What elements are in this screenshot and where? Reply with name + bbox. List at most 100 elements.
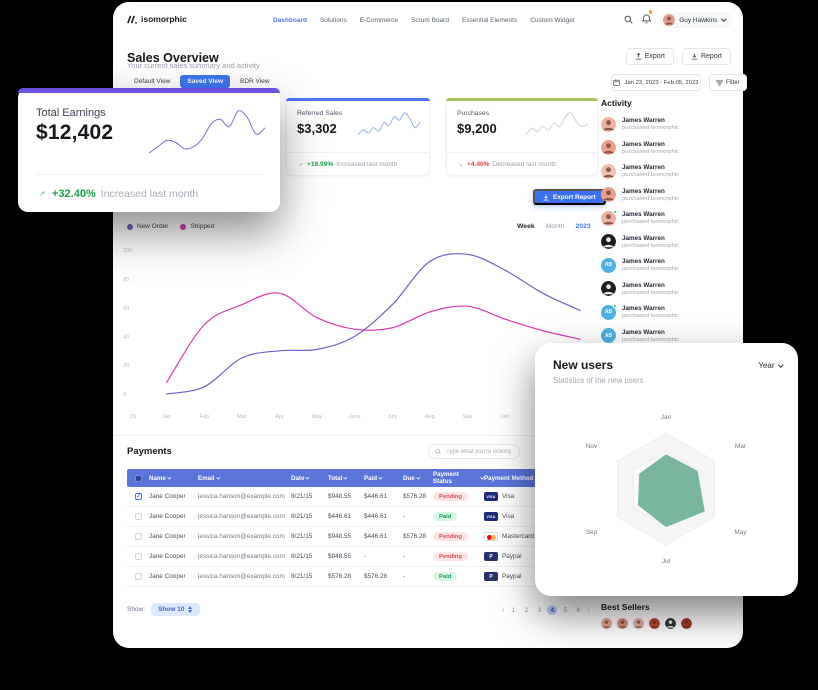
cell-status: Pending <box>433 492 484 501</box>
activity-item[interactable]: James Warren purchased Isomorphic <box>601 163 731 179</box>
nav-item-solutions[interactable]: Solutions <box>319 16 347 24</box>
activity-panel: Activity James Warren purchased Isomorphi… <box>601 98 731 343</box>
tab-saved-view[interactable]: Saved View <box>180 75 231 88</box>
best-seller-avatar[interactable] <box>681 618 692 629</box>
column-header-due[interactable]: Due <box>403 475 433 482</box>
next-page-icon[interactable]: › <box>587 606 590 614</box>
page-3[interactable]: 3 <box>537 606 542 614</box>
best-seller-avatar[interactable] <box>601 618 612 629</box>
nav-right: Guy Hawkins <box>624 2 732 38</box>
page-6[interactable]: 6 <box>576 606 581 614</box>
page-size-select[interactable]: Show 10 <box>151 603 201 616</box>
activity-item[interactable]: James Warren purchased Isomorphic <box>601 187 731 202</box>
column-header-payment-status[interactable]: Payment Status <box>433 471 485 485</box>
activity-item[interactable]: James Warren purchased Isomorphic <box>601 234 731 249</box>
nav-item-custom-widget[interactable]: Custom Widget <box>530 16 575 24</box>
nav-item-scrum-board[interactable]: Scrum Board <box>411 16 449 24</box>
table-row[interactable]: Jane Cooper jessica.hanson@example.com 8/2… <box>127 507 623 527</box>
app-logo[interactable]: isomorphic <box>126 14 187 24</box>
column-header-paid[interactable]: Paid <box>364 475 403 482</box>
page-2[interactable]: 2 <box>524 606 529 614</box>
activity-item[interactable]: AB James Warren purchased Isomorphic <box>601 257 731 273</box>
table-row[interactable]: Jane Cooper jessica.hanson@example.com 8/2… <box>127 527 623 547</box>
cell-status: Pending <box>433 552 484 561</box>
activity-action: purchased Isomorphic <box>622 266 680 272</box>
row-checkbox[interactable] <box>135 573 142 580</box>
tab-bdr-view[interactable]: BDR View <box>240 78 270 85</box>
activity-user-name: James Warren <box>622 328 665 336</box>
tab-default-view[interactable]: Default View <box>134 78 171 85</box>
logo-text: isomorphic <box>141 14 187 24</box>
prev-page-icon[interactable]: ‹ <box>502 606 505 614</box>
best-seller-avatar[interactable] <box>617 618 628 629</box>
activity-user-name: James Warren <box>622 258 665 265</box>
select-all-checkbox[interactable] <box>135 474 142 482</box>
svg-text:Sep: Sep <box>463 414 473 420</box>
filter-button[interactable]: Filter <box>709 74 747 91</box>
payment-method: VISA Visa <box>484 512 623 521</box>
row-checkbox[interactable] <box>135 513 142 520</box>
best-seller-avatar[interactable] <box>665 618 676 629</box>
notifications-icon[interactable] <box>641 10 653 29</box>
table-row[interactable]: ✓ Jane Cooper jessica.hanson@example.com 8/… <box>127 487 623 507</box>
column-header-payment-method[interactable]: Payment Method <box>484 475 623 482</box>
cell-paid: $576.28 <box>364 573 388 580</box>
cell-date: 8/21/15 <box>291 573 313 580</box>
nav-item-e-commerce[interactable]: E-Commerce <box>359 16 398 24</box>
svg-text:20: 20 <box>123 363 129 369</box>
row-checkbox[interactable]: ✓ <box>135 493 142 500</box>
svg-text:Feb: Feb <box>199 414 208 420</box>
cell-status: Paid <box>433 512 484 521</box>
cell-due: $576.28 <box>403 533 427 540</box>
row-checkbox[interactable] <box>135 553 142 560</box>
page-title: Sales Overview <box>127 51 219 66</box>
search-input[interactable] <box>444 447 513 456</box>
sort-icon <box>343 475 348 480</box>
report-button[interactable]: Report <box>681 48 731 65</box>
period-month[interactable]: Month <box>545 223 565 230</box>
page-1[interactable]: 1 <box>511 606 516 614</box>
search-icon[interactable] <box>624 11 633 29</box>
column-header-total[interactable]: Total <box>328 475 364 482</box>
activity-item[interactable]: James Warren purchased Isomorphic <box>601 281 731 296</box>
stat-card-purchases: Purchases $9,200 → +4.40% Decreased last… <box>446 98 598 176</box>
date-range-picker[interactable]: Jan 23, 2023 - Feb 05, 2023 <box>611 74 701 91</box>
activity-item[interactable]: James Warren purchased Isomorphic <box>601 140 731 155</box>
activity-item[interactable]: AB James Warren purchased Isomorphic <box>601 303 731 320</box>
nav-item-dashboard[interactable]: Dashboard <box>273 16 307 24</box>
year-select[interactable]: Year <box>758 361 783 370</box>
nav-item-essential-elements[interactable]: Essential Elements <box>461 16 518 24</box>
page-4[interactable]: 4 <box>547 605 558 615</box>
mc-red-circle <box>487 534 492 540</box>
row-checkbox[interactable] <box>135 533 142 540</box>
table-row[interactable]: Jane Cooper jessica.hanson@example.com 8/2… <box>127 567 623 587</box>
total-earnings-card: Total Earnings $12,402 → +32.40% Increas… <box>18 88 280 212</box>
period-2023[interactable]: 2023 <box>575 223 591 230</box>
table-row[interactable]: Jane Cooper jessica.hanson@example.com 8/2… <box>127 547 623 567</box>
activity-item[interactable]: AB James Warren purchased Isomorphic <box>601 328 731 343</box>
column-header-email[interactable]: Email <box>198 475 291 482</box>
page-5[interactable]: 5 <box>563 606 568 614</box>
cell-method: VISA Visa <box>484 492 623 501</box>
cell-method: P Paypal <box>484 552 623 561</box>
stat-value: $3,302 <box>297 121 337 136</box>
stat-title: Purchases <box>457 110 490 117</box>
export-report-button[interactable]: Export Report <box>533 189 606 205</box>
period-week[interactable]: Week <box>517 223 535 230</box>
export-button[interactable]: Export <box>625 48 674 65</box>
cell-method: VISA Visa <box>484 512 623 521</box>
activity-item[interactable]: James Warren purchased Isomorphic <box>601 116 731 132</box>
cell-total: $948.55 <box>328 493 352 500</box>
user-menu[interactable]: Guy Hawkins <box>660 12 732 28</box>
cell-date: 8/21/15 <box>291 513 313 520</box>
cell-status: Paid <box>433 572 484 581</box>
svg-text:'15: '15 <box>129 414 136 420</box>
activity-item[interactable]: James Warren purchased Isomorphic <box>601 209 731 226</box>
best-seller-avatar[interactable] <box>649 618 660 629</box>
activity-action: purchased Isomorphic <box>622 125 680 131</box>
column-header-date[interactable]: Date <box>291 475 328 482</box>
column-header-name[interactable]: Name <box>149 475 198 482</box>
best-seller-avatar[interactable] <box>633 618 644 629</box>
stat-value: $9,200 <box>457 121 497 136</box>
